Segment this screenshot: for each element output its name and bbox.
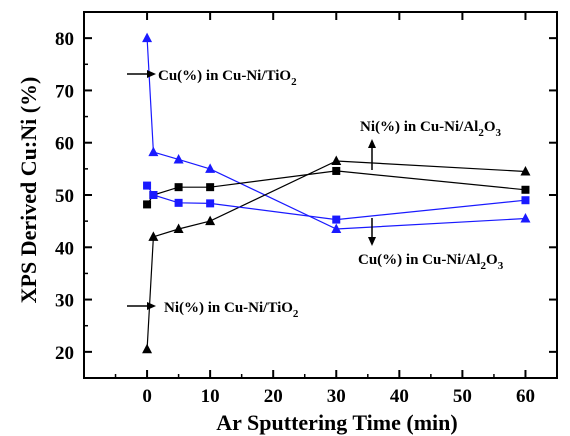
- annotation-text-ni-al2o3: Ni(%) in Cu-Ni/Al: [360, 119, 478, 135]
- point-cu_tio2: [142, 32, 153, 43]
- y-tick-label: 40: [55, 238, 74, 259]
- point-ni_al2o3: [332, 166, 341, 175]
- y-tick-label: 70: [55, 81, 74, 102]
- point-cu_al2o3: [521, 196, 530, 205]
- point-cu_tio2: [173, 153, 184, 164]
- annotation-text2-ni-al2o3: O: [484, 119, 496, 135]
- point-cu_tio2: [148, 146, 159, 157]
- svg-text:Cu(%) in Cu-Ni/Al2O3: Cu(%) in Cu-Ni/Al2O3: [358, 252, 504, 272]
- point-ni_al2o3: [206, 183, 215, 192]
- point-cu_al2o3: [143, 181, 152, 190]
- annotation-text-cu-tio2: Cu(%) in Cu-Ni/TiO: [158, 68, 291, 84]
- x-tick-label: 50: [453, 386, 472, 407]
- x-tick-label: 40: [390, 386, 409, 407]
- point-ni_tio2: [520, 165, 531, 176]
- annotation-text-ni-tio2: Ni(%) in Cu-Ni/TiO: [164, 300, 293, 316]
- y-tick-label: 20: [55, 343, 74, 364]
- y-tick-label: 50: [55, 186, 74, 207]
- point-ni_tio2: [148, 231, 159, 241]
- x-axis-label: Ar Sputtering Time (min): [216, 410, 457, 435]
- annotation-text-cu-al2o3: Cu(%) in Cu-Ni/Al: [358, 252, 481, 268]
- point-ni_tio2: [331, 155, 342, 166]
- point-ni_tio2: [142, 343, 153, 354]
- annotation-cu-tio2: Cu(%) in Cu-Ni/TiO2: [127, 68, 297, 88]
- point-cu_tio2: [520, 213, 531, 223]
- series-layer: [142, 32, 531, 354]
- annotation-sub-cu-al2o3: 2: [481, 260, 487, 272]
- svg-text:Cu(%) in Cu-Ni/TiO2: Cu(%) in Cu-Ni/TiO2: [158, 68, 297, 88]
- point-ni_al2o3: [143, 200, 152, 209]
- svg-text:Ni(%) in Cu-Ni/TiO2: Ni(%) in Cu-Ni/TiO2: [164, 300, 299, 320]
- annotation-sub-ni-tio2: 2: [293, 308, 299, 320]
- x-tick-label: 0: [142, 386, 152, 407]
- annotation-arrowhead-ni-al2o3: [368, 139, 376, 148]
- point-cu_tio2: [331, 223, 342, 233]
- annotation-sub2-ni-al2o3: 3: [496, 127, 502, 139]
- y-tick-label: 60: [55, 134, 74, 155]
- annotation-arrowhead-cu-tio2: [147, 70, 156, 78]
- annotation-sub-cu-tio2: 2: [291, 76, 297, 88]
- ticks-layer: 0 10 20 30 40 50 60 20 30 40 50 60 70 80: [55, 12, 557, 407]
- x-tick-label: 60: [516, 386, 535, 407]
- point-cu_al2o3: [206, 199, 215, 208]
- point-ni_al2o3: [521, 185, 530, 194]
- annotation-cu-al2o3: Cu(%) in Cu-Ni/Al2O3: [358, 218, 504, 272]
- series-line-cu_al2o3: [146, 185, 526, 221]
- annotation-sub2-cu-al2o3: 3: [498, 260, 504, 272]
- point-ni_tio2: [173, 223, 184, 233]
- annotation-arrowhead-ni-tio2: [147, 302, 156, 310]
- svg-text:Ni(%) in Cu-Ni/Al2O3: Ni(%) in Cu-Ni/Al2O3: [360, 119, 502, 139]
- point-ni_tio2: [205, 215, 216, 226]
- annotation-arrowhead-cu-al2o3: [368, 237, 376, 246]
- point-ni_al2o3: [174, 183, 183, 192]
- point-cu_al2o3: [174, 198, 183, 207]
- series-line-ni_al2o3: [146, 170, 526, 205]
- y-axis-label: XPS Derived Cu:Ni (%): [16, 77, 41, 304]
- annotation-sub-ni-al2o3: 2: [478, 127, 484, 139]
- series-line-ni_tio2: [146, 160, 526, 350]
- annotation-ni-tio2: Ni(%) in Cu-Ni/TiO2: [127, 300, 299, 320]
- point-cu_tio2: [205, 163, 216, 173]
- x-tick-label: 20: [264, 386, 283, 407]
- point-cu_al2o3: [149, 191, 158, 199]
- y-tick-label: 30: [55, 291, 74, 312]
- annotation-ni-al2o3: Ni(%) in Cu-Ni/Al2O3: [360, 119, 502, 170]
- x-tick-label: 10: [201, 386, 220, 407]
- annotation-text2-cu-al2o3: O: [486, 252, 498, 268]
- series-line-cu_tio2: [146, 38, 526, 230]
- point-cu_al2o3: [332, 215, 341, 224]
- x-tick-label: 30: [327, 386, 346, 407]
- y-tick-label: 80: [55, 29, 74, 50]
